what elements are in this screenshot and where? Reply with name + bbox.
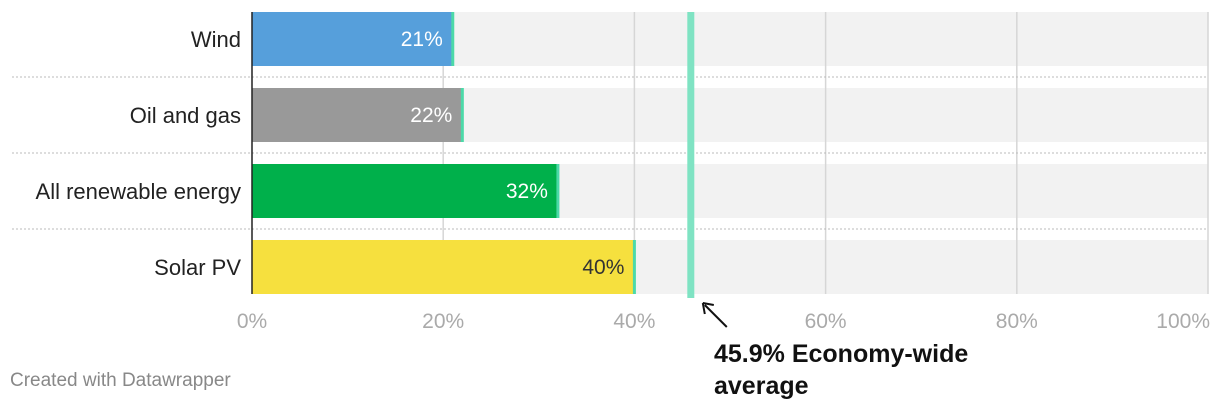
bar-end-cap xyxy=(451,12,455,66)
category-label: Wind xyxy=(191,27,241,52)
annotation-label: average xyxy=(714,372,809,400)
bar-value-label: 22% xyxy=(410,104,452,127)
x-tick-label: 0% xyxy=(237,310,267,333)
bar-value-label: 32% xyxy=(506,180,548,203)
reference-line xyxy=(687,12,695,298)
footer-credit[interactable]: Created with Datawrapper xyxy=(10,370,231,391)
bar-end-cap xyxy=(460,88,464,142)
bar-end-cap xyxy=(632,240,636,294)
bar-value-label: 21% xyxy=(401,28,443,51)
bar xyxy=(252,164,558,218)
bar-value-labels: 21% 22% 32% 40% xyxy=(401,28,625,279)
annotation-arrowhead xyxy=(701,302,714,315)
annotation-arrow xyxy=(704,304,728,328)
category-label: Oil and gas xyxy=(130,103,241,128)
x-tick-label: 100% xyxy=(1156,310,1210,333)
annotation-label: 45.9% Economy-wide xyxy=(714,340,968,368)
bar xyxy=(252,240,635,294)
category-label: All renewable energy xyxy=(36,179,241,204)
row-separators xyxy=(12,76,1208,230)
bar xyxy=(252,12,453,66)
bar-end-cap xyxy=(556,164,560,218)
bars xyxy=(252,12,636,294)
reference-annotation: 45.9% Economy-wide average xyxy=(701,302,968,400)
x-tick-label: 60% xyxy=(805,310,847,333)
reference-line-group xyxy=(687,12,695,298)
x-tick-label: 40% xyxy=(613,310,655,333)
x-tick-label: 80% xyxy=(996,310,1038,333)
bar-value-label: 40% xyxy=(582,256,624,279)
bar xyxy=(252,88,463,142)
category-label: Solar PV xyxy=(154,255,241,280)
category-labels: Wind Oil and gas All renewable energy Solar… xyxy=(36,27,242,280)
x-axis: 0% 20% 40% 60% 80% 100% xyxy=(237,12,1210,333)
x-tick-label: 20% xyxy=(422,310,464,333)
